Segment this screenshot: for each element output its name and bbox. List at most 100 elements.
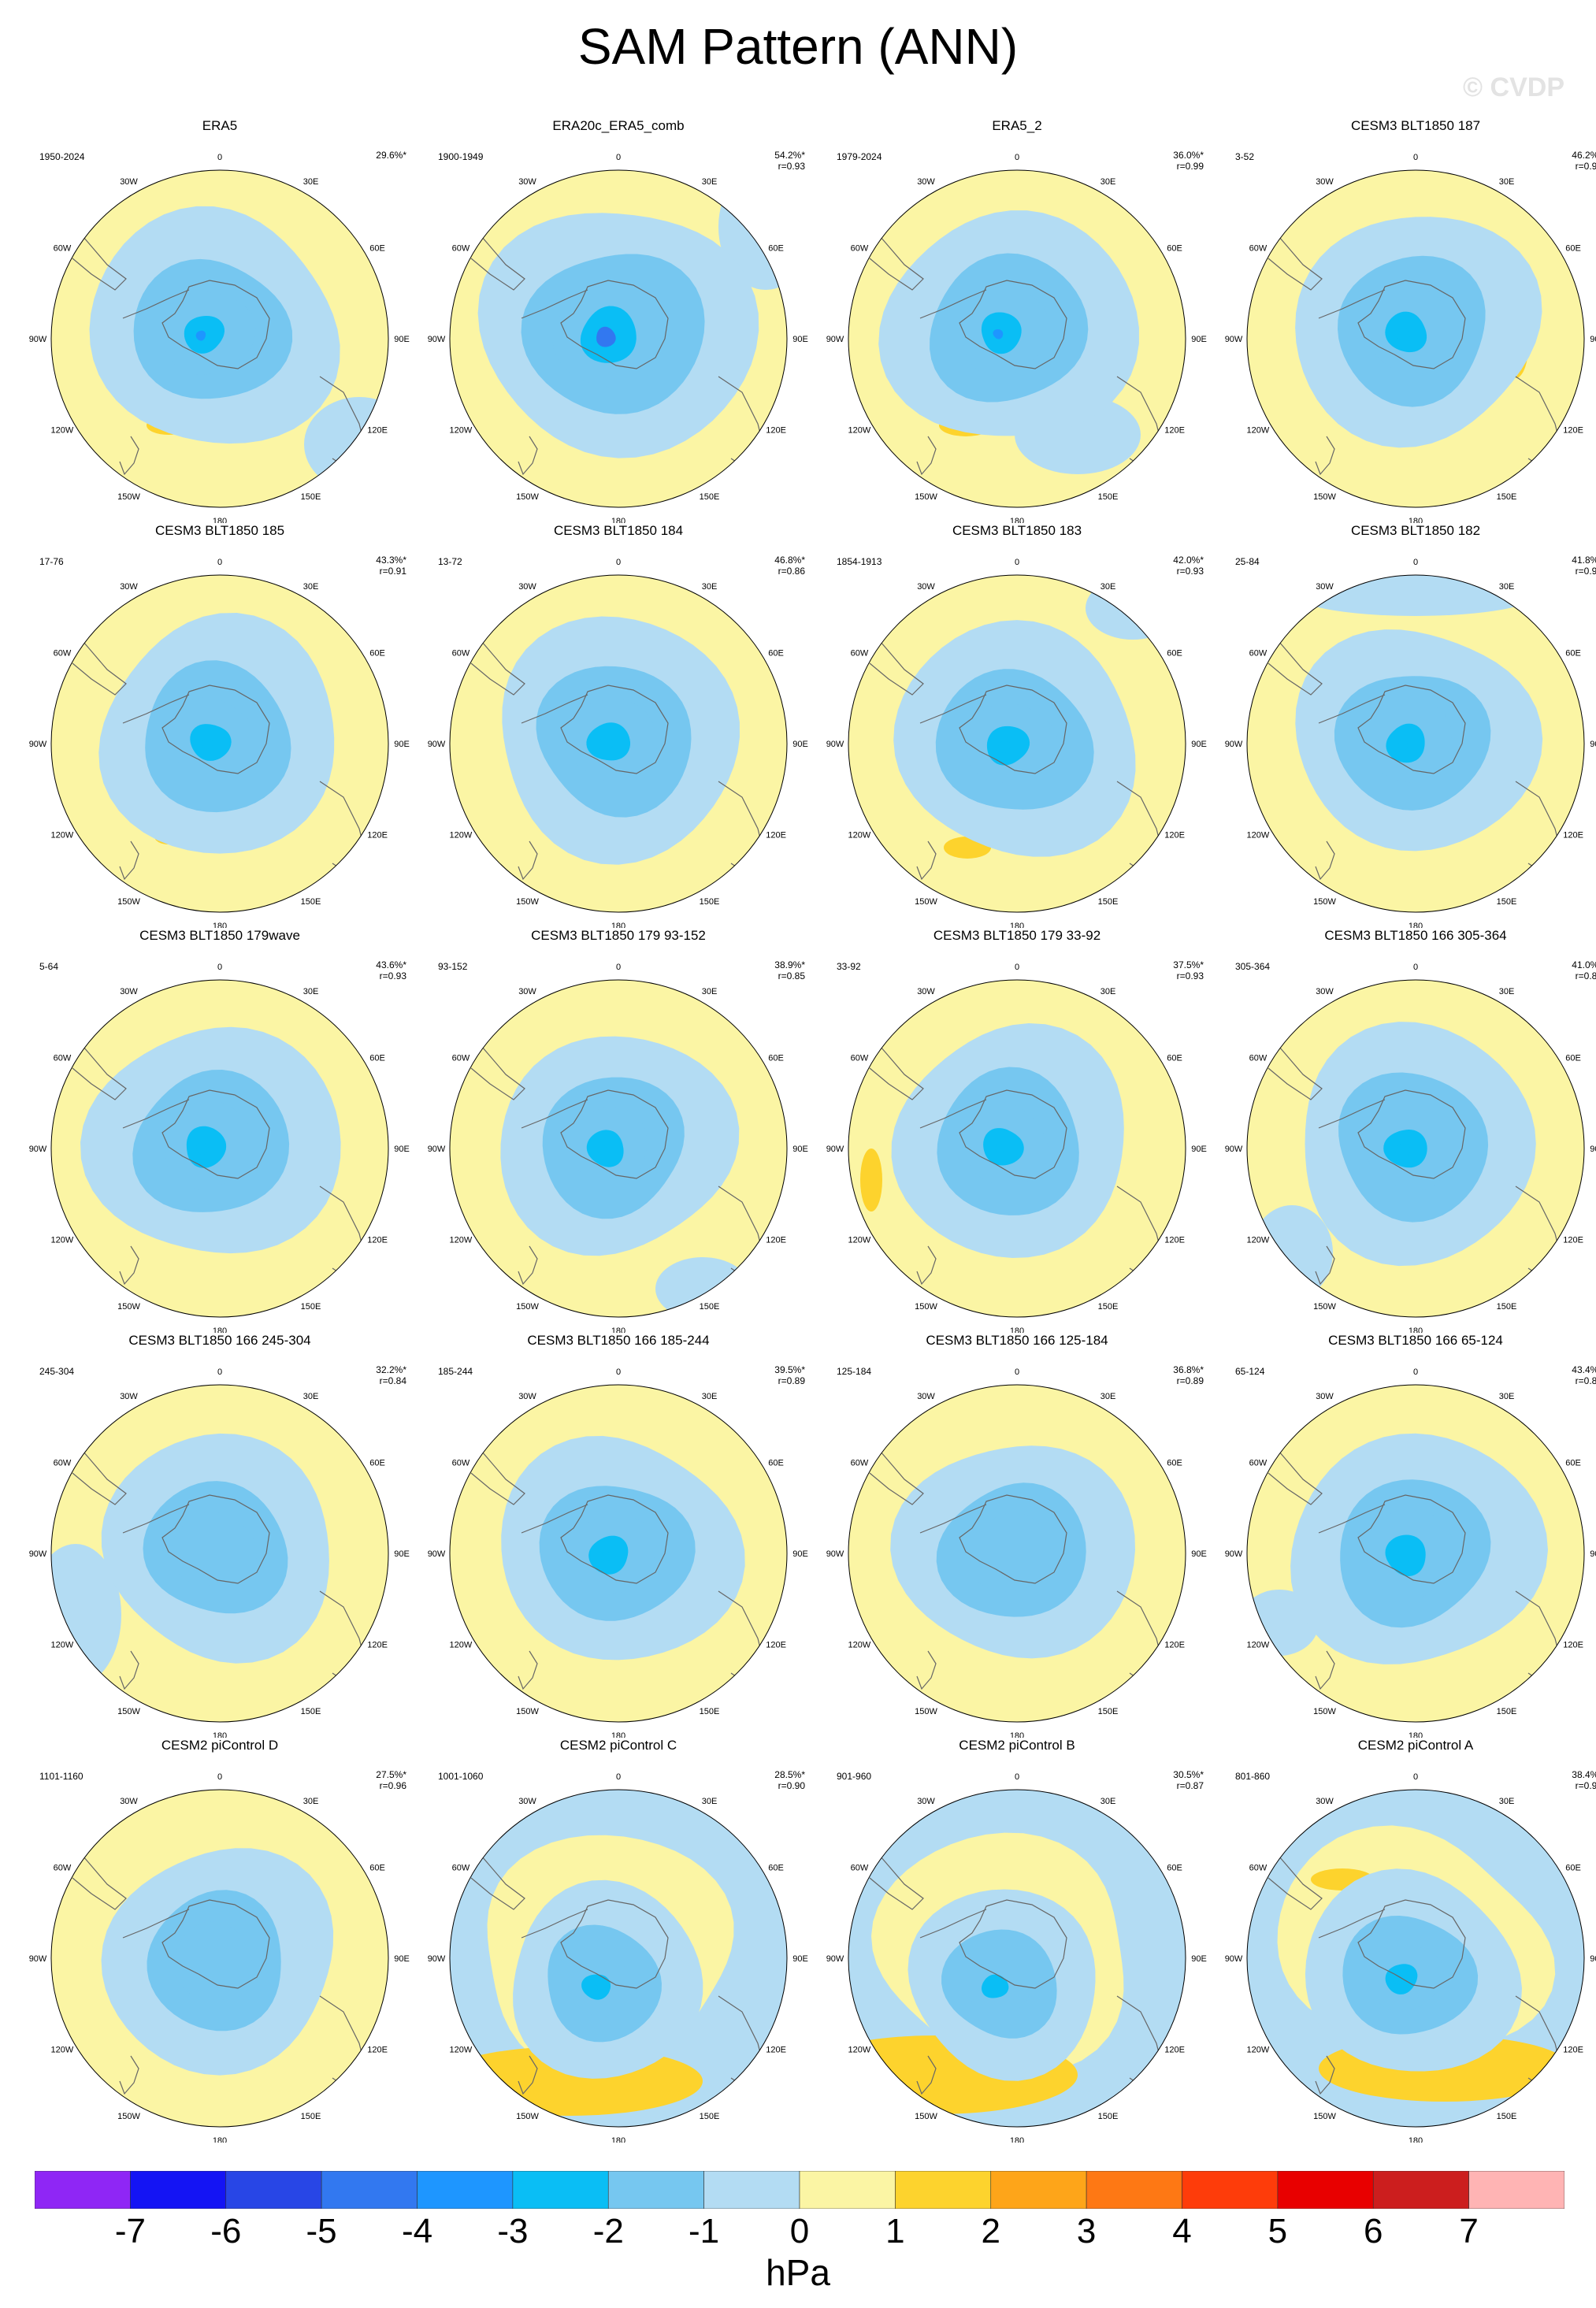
longitude-label: 90W <box>29 1954 47 1964</box>
map-boundary <box>449 1789 788 2128</box>
pattern-correlation: r=0.91 <box>379 566 406 577</box>
pattern-correlation: r=0.84 <box>1575 1375 1596 1386</box>
longitude-label: 0 <box>217 1772 222 1782</box>
longitude-label: 90E <box>394 1549 410 1559</box>
longitude-label: 90W <box>1225 335 1243 344</box>
map-panel: CESM3 BLT1850 179 33-92 33-92 37.5%* r=0.93… <box>818 928 1216 1333</box>
colorbar-tick-label: 3 <box>1076 2212 1097 2250</box>
longitude-label: 90E <box>394 740 410 749</box>
explained-variance: 29.6%* <box>376 150 406 161</box>
longitude-label: 0 <box>616 1367 621 1377</box>
longitude-label: 90W <box>1225 1954 1243 1964</box>
longitude-label: 90W <box>428 335 446 344</box>
longitude-label: 90E <box>792 740 808 749</box>
longitude-label: 120E <box>1164 1641 1185 1650</box>
longitude-label: 60E <box>1565 244 1581 254</box>
longitude-label: 60E <box>768 649 784 659</box>
longitude-label: 0 <box>616 1772 621 1782</box>
map-panel: CESM3 BLT1850 166 185-244 185-244 39.5%* r=… <box>419 1333 818 1738</box>
low-pressure-contour <box>1394 1976 1403 1985</box>
panel-period: 125-184 <box>837 1366 872 1377</box>
panel-period: 65-124 <box>1235 1366 1265 1377</box>
longitude-label: 90E <box>1191 1549 1207 1559</box>
colorbar-tick-label: -6 <box>210 2212 242 2250</box>
longitude-label: 30E <box>702 1797 718 1806</box>
longitude-label: 150E <box>301 897 321 907</box>
panel-stats: 28.5%* r=0.90 <box>774 1769 805 1791</box>
longitude-label: 120W <box>450 426 473 436</box>
longitude-label: 30W <box>518 1392 536 1401</box>
anomaly-patch <box>860 1148 882 1212</box>
panel-stats: 41.0%*r=0.81 <box>1572 959 1596 981</box>
longitude-label: 60E <box>369 1054 385 1063</box>
explained-variance: 41.8%* <box>1572 555 1596 566</box>
pattern-correlation: r=0.85 <box>778 970 805 981</box>
low-pressure-contour <box>993 329 1004 340</box>
longitude-label: 60E <box>369 1459 385 1468</box>
panel-stats: 39.5%* r=0.89 <box>774 1364 805 1386</box>
longitude-label: 90E <box>1191 740 1207 749</box>
colorbar-tick-label: 2 <box>981 2212 1001 2250</box>
panel-stats: 38.4%*r=0.94 <box>1572 1769 1596 1791</box>
panel-stats: 43.6%* r=0.93 <box>376 959 406 981</box>
explained-variance: 41.0%* <box>1572 959 1596 970</box>
longitude-label: 120E <box>367 831 388 840</box>
longitude-label: 150W <box>516 492 539 502</box>
polar-map: 0 30E 60E 90E 120E 150E 180 150W 120W 90W 60W 30W <box>1225 963 1596 1333</box>
panel-title: CESM3 BLT1850 179 33-92 <box>933 928 1101 943</box>
longitude-label: 150E <box>700 897 720 907</box>
map-panel: CESM2 piControl B 901-960 30.5%* r=0.87 0 30E… <box>818 1738 1216 2143</box>
panel-stats: 46.2%*r=0.91 <box>1572 150 1596 172</box>
longitude-label: 60W <box>851 649 869 659</box>
panel-title: CESM3 BLT1850 166 125-184 <box>926 1333 1108 1348</box>
map-panel: CESM3 BLT1850 184 13-72 46.8%* r=0.86 0 30E 60… <box>419 523 818 928</box>
longitude-label: 60E <box>1167 1459 1182 1468</box>
longitude-label: 120W <box>450 1236 473 1245</box>
longitude-label: 150W <box>117 2112 140 2121</box>
low-pressure-contour <box>196 1142 209 1155</box>
longitude-label: 60E <box>768 1054 784 1063</box>
longitude-label: 120E <box>1164 2046 1185 2055</box>
longitude-label: 150W <box>516 897 539 907</box>
panel-period: 1854-1913 <box>837 556 882 567</box>
longitude-label: 120E <box>367 1236 388 1245</box>
longitude-label: 150E <box>1497 1302 1517 1312</box>
low-pressure-contour <box>600 1551 611 1562</box>
longitude-label: 90W <box>29 1145 47 1154</box>
longitude-label: 60W <box>54 1054 72 1063</box>
explained-variance: 43.6%* <box>376 959 406 970</box>
map-panel: CESM3 BLT1850 166 245-304 245-304 32.2%* r=… <box>20 1333 419 1738</box>
longitude-label: 60E <box>1565 1864 1581 1873</box>
longitude-label: 30E <box>303 582 319 592</box>
longitude-label: 0 <box>616 963 621 972</box>
colorbar-swatch <box>1182 2171 1279 2209</box>
longitude-label: 90W <box>428 1145 446 1154</box>
low-pressure-contour <box>195 330 206 341</box>
longitude-label: 60W <box>452 1459 470 1468</box>
low-pressure-contour <box>1395 1143 1411 1157</box>
pattern-correlation: r=0.86 <box>778 566 805 577</box>
longitude-label: 150W <box>117 1302 140 1312</box>
panel-stats: 37.5%* r=0.93 <box>1173 959 1204 981</box>
longitude-label: 120W <box>848 426 871 436</box>
longitude-label: 30E <box>303 1392 319 1401</box>
polar-map: 0 30E 60E 90E 120E 150E 180 150W 120W 90W 60W 30W <box>428 1772 808 2143</box>
longitude-label: 0 <box>1015 153 1019 162</box>
longitude-label: 120E <box>1563 831 1583 840</box>
map-boundary <box>449 574 788 913</box>
map-boundary <box>449 169 788 508</box>
explained-variance: 42.0%* <box>1173 555 1204 566</box>
map-boundary <box>1246 979 1585 1318</box>
pattern-correlation: r=0.99 <box>1176 161 1204 172</box>
longitude-label: 60W <box>1249 649 1268 659</box>
longitude-label: 120W <box>1247 426 1270 436</box>
longitude-label: 30W <box>120 987 138 996</box>
colorbar-swatch <box>321 2171 418 2209</box>
longitude-label: 150W <box>915 1302 937 1312</box>
colorbar-tick-label: 4 <box>1172 2212 1192 2250</box>
longitude-label: 150E <box>1497 492 1517 502</box>
pattern-correlation: r=0.89 <box>1176 1375 1204 1386</box>
explained-variance: 37.5%* <box>1173 959 1204 970</box>
explained-variance: 28.5%* <box>774 1769 805 1780</box>
map-panel: ERA20c_ERA5_comb 1900-1949 54.2%* r=0.93 0 30… <box>419 118 818 523</box>
